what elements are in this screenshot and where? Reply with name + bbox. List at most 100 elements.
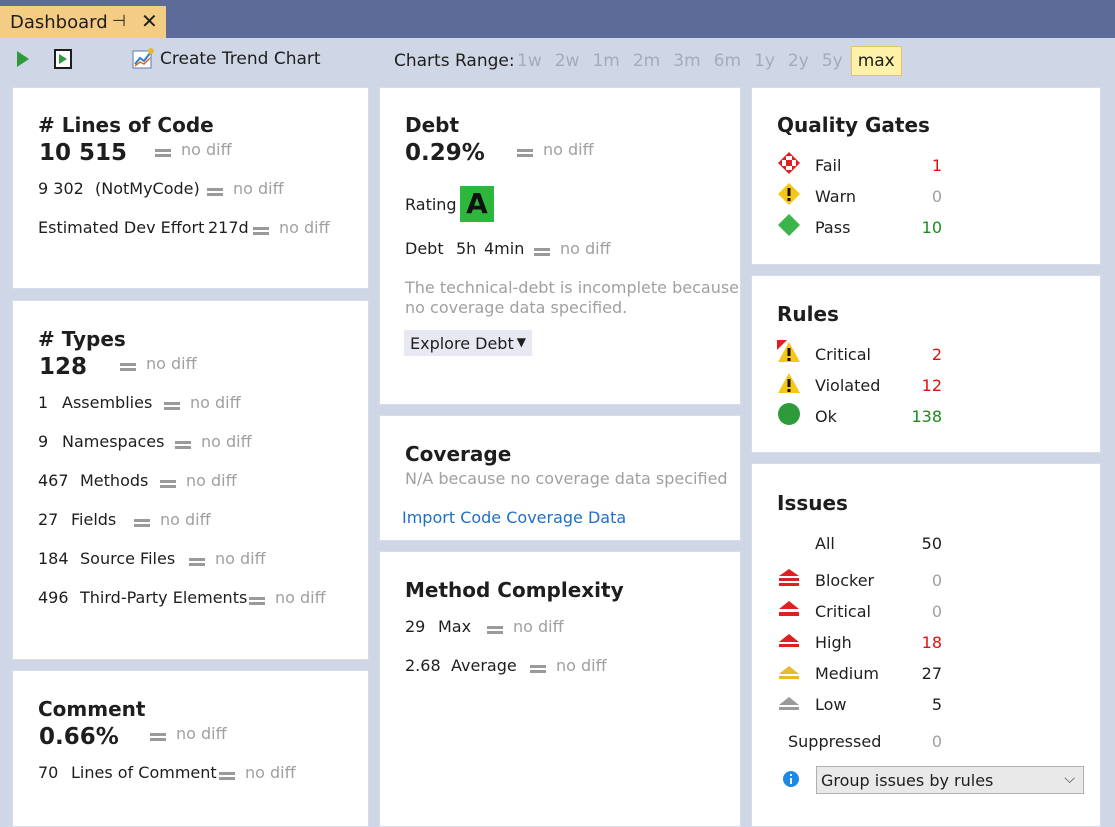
range-option-6m[interactable]: 6m (713, 51, 742, 71)
complexity-title[interactable]: Method Complexity (405, 578, 624, 602)
lines-of-code-diff: no diff (155, 140, 232, 159)
no-diff-icon (517, 148, 533, 157)
complexity-avg-value[interactable]: 2.68 (405, 656, 441, 675)
issues-medium-value[interactable]: 27 (921, 664, 942, 683)
fields-diff: no diff (134, 510, 211, 529)
qg-warn-label[interactable]: Warn (815, 187, 857, 206)
lines-of-code-value[interactable]: 10 515 (39, 140, 128, 166)
issues-blocker-value[interactable]: 0 (931, 571, 942, 590)
info-icon[interactable] (783, 771, 799, 787)
issues-low-value[interactable]: 5 (931, 695, 942, 714)
issues-critical-label[interactable]: Critical (815, 602, 871, 621)
notmycode-value[interactable]: 9 302 (38, 179, 84, 198)
qg-fail-value[interactable]: 1 (931, 156, 942, 175)
complexity-avg-diff: no diff (530, 656, 607, 675)
source-files-label: Source Files (80, 549, 176, 568)
tab-title: Dashboard (10, 12, 108, 33)
source-files-diff: no diff (189, 549, 266, 568)
rules-violated-label[interactable]: Violated (815, 376, 881, 395)
fields-value[interactable]: 27 (38, 510, 59, 529)
qg-fail-label[interactable]: Fail (815, 156, 842, 175)
range-option-1w[interactable]: 1w (517, 51, 542, 71)
close-icon[interactable]: ✕ (141, 9, 158, 33)
issues-high-value[interactable]: 18 (921, 633, 942, 652)
issues-blocker-label[interactable]: Blocker (815, 571, 875, 590)
namespaces-value[interactable]: 9 (38, 432, 49, 451)
range-option-2w[interactable]: 2w (554, 51, 580, 71)
rules-title[interactable]: Rules (777, 302, 839, 326)
comment-value[interactable]: 0.66% (39, 724, 119, 750)
no-diff-icon (160, 479, 176, 488)
dropdown-arrow-icon: ▼ (516, 335, 526, 349)
complexity-max-value[interactable]: 29 (405, 617, 426, 636)
blocker-severity-icon (779, 569, 799, 586)
issues-critical-value[interactable]: 0 (931, 602, 942, 621)
coverage-title[interactable]: Coverage (405, 442, 512, 466)
no-diff-icon (189, 557, 205, 566)
lines-of-code-title[interactable]: # Lines of Code (38, 113, 214, 137)
charts-range-label: Charts Range: (394, 51, 515, 71)
methods-value[interactable]: 467 (38, 471, 69, 490)
methods-label: Methods (80, 471, 149, 490)
complexity-max-label: Max (438, 617, 472, 636)
comment-title[interactable]: Comment (38, 697, 146, 721)
source-files-value[interactable]: 184 (38, 549, 69, 568)
dashboard-tab[interactable]: Dashboard ⊣ ✕ (0, 6, 166, 38)
range-option-5y[interactable]: 5y (821, 51, 843, 71)
chevron-down-icon: ⌵ (1064, 771, 1075, 787)
qg-pass-label[interactable]: Pass (815, 218, 851, 237)
issues-suppressed-value[interactable]: 0 (931, 732, 942, 751)
range-option-max[interactable]: max (850, 46, 902, 76)
issues-high-label[interactable]: High (815, 633, 852, 652)
debt-title[interactable]: Debt (405, 113, 460, 137)
ok-rule-icon (778, 403, 800, 425)
range-option-1y[interactable]: 1y (754, 51, 775, 71)
debt-hours[interactable]: 5h (456, 239, 477, 258)
dev-effort-value[interactable]: 217d (208, 218, 249, 237)
assemblies-value[interactable]: 1 (38, 393, 49, 412)
coverage-panel (379, 415, 741, 541)
rules-critical-label[interactable]: Critical (815, 345, 871, 364)
types-title[interactable]: # Types (38, 327, 126, 351)
group-issues-dropdown[interactable]: Group issues by rules ⌵ (816, 766, 1084, 794)
debt-minutes[interactable]: 4min (484, 239, 525, 258)
explore-debt-label: Explore Debt (410, 334, 514, 353)
issues-all-label[interactable]: All (815, 534, 835, 553)
rating-grade-badge[interactable]: A (460, 186, 494, 222)
fields-label: Fields (71, 510, 117, 529)
comment-lines-value[interactable]: 70 (38, 763, 59, 782)
types-panel (12, 300, 369, 660)
medium-severity-icon (779, 666, 799, 679)
no-diff-icon (164, 401, 180, 410)
rules-violated-value[interactable]: 12 (921, 376, 942, 395)
run-button[interactable] (16, 50, 30, 72)
third-party-value[interactable]: 496 (38, 588, 69, 607)
issues-title[interactable]: Issues (777, 491, 848, 515)
rules-critical-value[interactable]: 2 (931, 345, 942, 364)
fail-icon (778, 152, 800, 174)
rules-ok-label[interactable]: Ok (815, 407, 837, 426)
issues-low-label[interactable]: Low (815, 695, 847, 714)
qg-warn-value[interactable]: 0 (931, 187, 942, 206)
range-option-3m[interactable]: 3m (673, 51, 701, 71)
types-value[interactable]: 128 (39, 354, 88, 380)
namespaces-diff: no diff (175, 432, 252, 451)
pin-icon[interactable]: ⊣ (112, 11, 126, 30)
refresh-button[interactable] (52, 48, 74, 74)
explore-debt-button[interactable]: Explore Debt ▼ (404, 330, 532, 356)
debt-time-label: Debt (405, 239, 444, 258)
create-trend-chart-button[interactable]: Create Trend Chart (132, 48, 321, 70)
issues-suppressed-label[interactable]: Suppressed (788, 732, 882, 751)
import-coverage-link[interactable]: Import Code Coverage Data (402, 508, 627, 527)
range-option-2m[interactable]: 2m (632, 51, 661, 71)
qg-pass-value[interactable]: 10 (921, 218, 942, 237)
no-diff-icon (150, 732, 166, 741)
range-option-2y[interactable]: 2y (787, 51, 809, 71)
issues-all-value[interactable]: 50 (921, 534, 942, 553)
debt-note-line1: The technical-debt is incomplete because (405, 278, 740, 297)
range-option-1m[interactable]: 1m (592, 51, 620, 71)
debt-value[interactable]: 0.29% (405, 140, 485, 166)
rules-ok-value[interactable]: 138 (911, 407, 942, 426)
quality-gates-title[interactable]: Quality Gates (777, 113, 930, 137)
issues-medium-label[interactable]: Medium (815, 664, 879, 683)
